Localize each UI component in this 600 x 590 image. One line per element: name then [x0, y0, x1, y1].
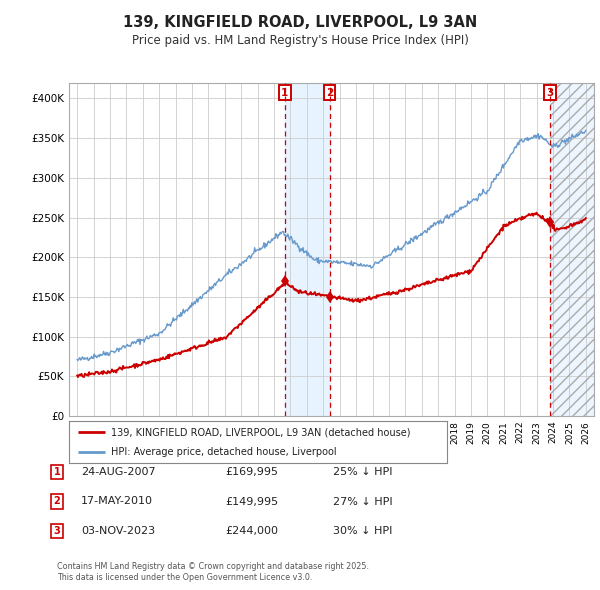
Text: 2: 2: [326, 87, 333, 97]
Text: £244,000: £244,000: [225, 526, 278, 536]
Bar: [550, 83, 594, 416]
Text: £149,995: £149,995: [225, 497, 278, 506]
Text: £169,995: £169,995: [225, 467, 278, 477]
Text: Price paid vs. HM Land Registry's House Price Index (HPI): Price paid vs. HM Land Registry's House …: [131, 34, 469, 47]
Bar: [285, 83, 329, 416]
Text: 139, KINGFIELD ROAD, LIVERPOOL, L9 3AN (detached house): 139, KINGFIELD ROAD, LIVERPOOL, L9 3AN (…: [110, 427, 410, 437]
Text: 24-AUG-2007: 24-AUG-2007: [81, 467, 155, 477]
Text: 03-NOV-2023: 03-NOV-2023: [81, 526, 155, 536]
Text: Contains HM Land Registry data © Crown copyright and database right 2025.
This d: Contains HM Land Registry data © Crown c…: [57, 562, 369, 582]
Text: 139, KINGFIELD ROAD, LIVERPOOL, L9 3AN: 139, KINGFIELD ROAD, LIVERPOOL, L9 3AN: [123, 15, 477, 30]
Text: 3: 3: [53, 526, 61, 536]
Text: 25% ↓ HPI: 25% ↓ HPI: [333, 467, 392, 477]
Bar: [550, 83, 594, 416]
Text: 1: 1: [53, 467, 61, 477]
Text: 2: 2: [53, 497, 61, 506]
Text: HPI: Average price, detached house, Liverpool: HPI: Average price, detached house, Live…: [110, 447, 336, 457]
Text: 30% ↓ HPI: 30% ↓ HPI: [333, 526, 392, 536]
Text: 3: 3: [547, 87, 554, 97]
Text: 17-MAY-2010: 17-MAY-2010: [81, 497, 153, 506]
Text: 27% ↓ HPI: 27% ↓ HPI: [333, 497, 392, 506]
Text: 1: 1: [281, 87, 289, 97]
